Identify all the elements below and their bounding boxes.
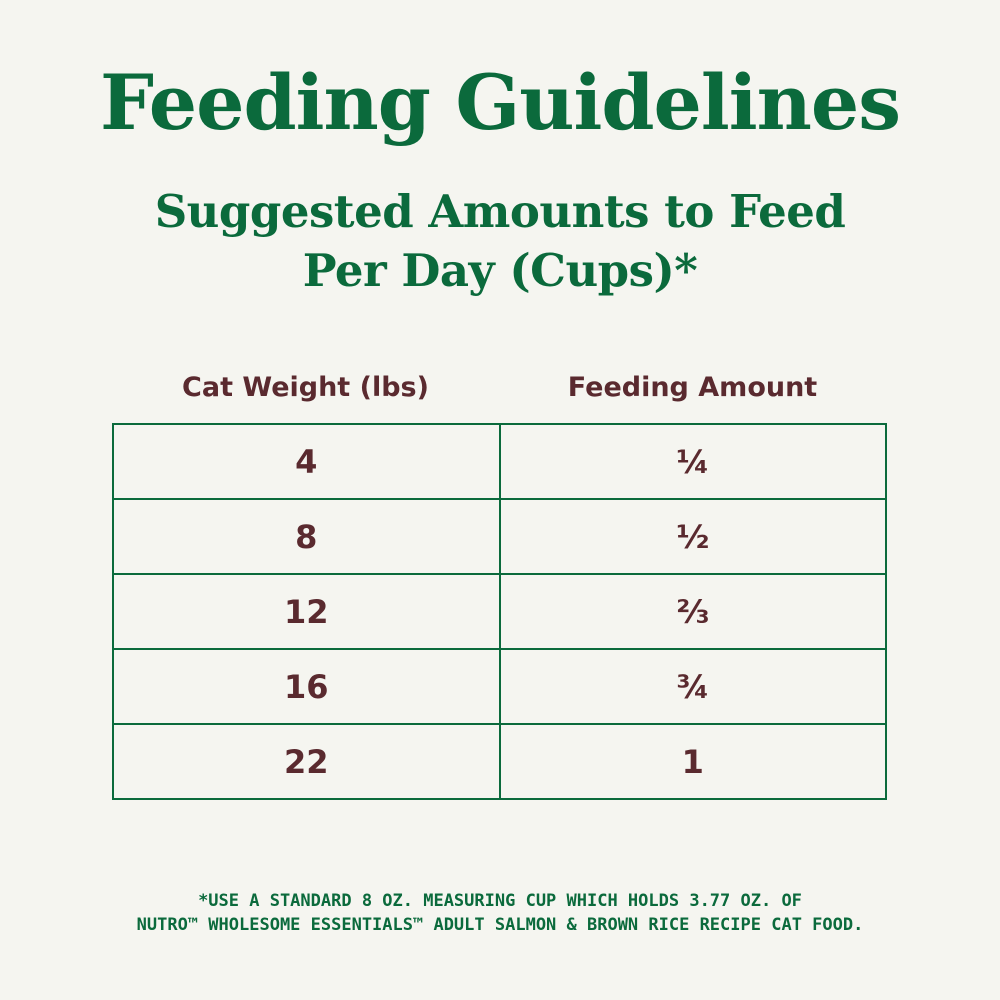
subtitle-line: Suggested Amounts to Feed — [154, 185, 846, 238]
subtitle-line: Per Day (Cups)* — [302, 244, 698, 297]
feeding-table: 4 ¼ 8 ½ 12 ⅔ 16 ¾ 22 1 — [112, 423, 887, 800]
footnote-line: *USE A STANDARD 8 OZ. MEASURING CUP WHIC… — [198, 891, 802, 911]
title: Feeding Guidelines — [99, 58, 901, 147]
table-cell: 8 — [112, 498, 501, 575]
table-cell: ½ — [498, 498, 887, 575]
table-cell: 16 — [112, 648, 501, 725]
table-cell: ¼ — [498, 423, 887, 500]
column-header: Feeding Amount — [567, 372, 818, 403]
table-cell: 12 — [112, 573, 501, 650]
table-cell: 22 — [112, 723, 501, 800]
table-cell: ¾ — [498, 648, 887, 725]
table-row: 22 1 — [112, 723, 887, 800]
table-cell: ⅔ — [498, 573, 887, 650]
table-cell: 1 — [498, 723, 887, 800]
table-cell: 4 — [112, 423, 501, 500]
table-row: 12 ⅔ — [112, 573, 887, 650]
table-row: 16 ¾ — [112, 648, 887, 725]
footnote-line: NUTRO™ WHOLESOME ESSENTIALS™ ADULT SALMO… — [136, 915, 864, 935]
column-header: Cat Weight (lbs) — [182, 372, 429, 403]
table-body: 4 ¼ 8 ½ 12 ⅔ 16 ¾ 22 1 — [112, 423, 887, 800]
